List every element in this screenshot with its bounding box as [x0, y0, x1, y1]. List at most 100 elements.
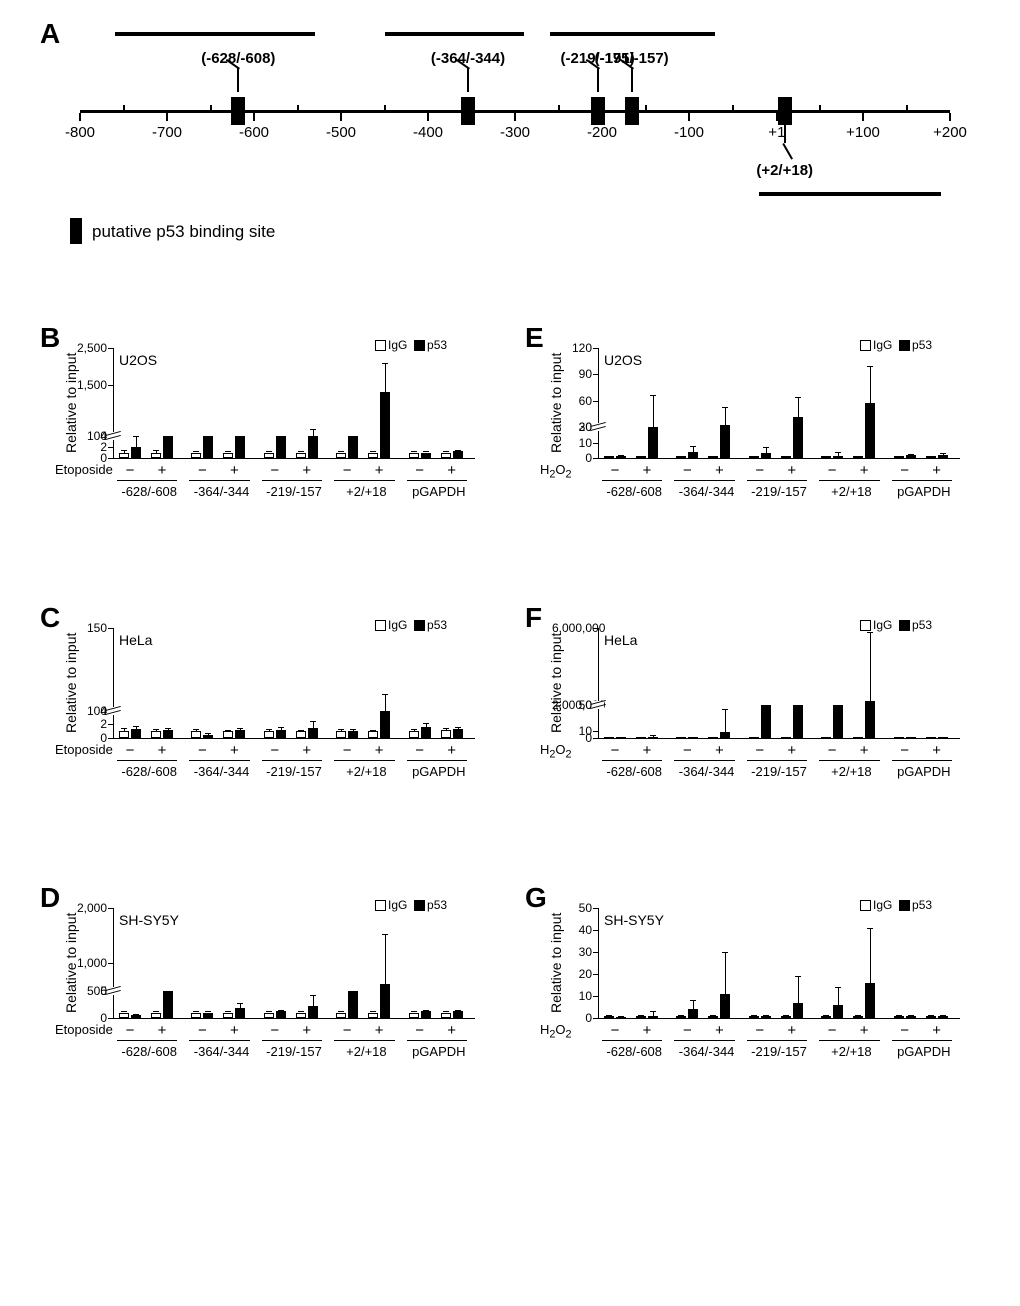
- treatment-sign: +: [712, 462, 726, 479]
- group-underline: [262, 480, 322, 481]
- treatment-sign: +: [445, 462, 459, 479]
- legend-label: IgG: [388, 338, 414, 352]
- group-underline: [117, 1040, 177, 1041]
- group-label: -219/-157: [266, 1044, 322, 1059]
- error-cap: [710, 456, 716, 457]
- treatment-sign: +: [300, 1022, 314, 1039]
- legend-swatch: [860, 340, 871, 351]
- group-label: -219/-157: [751, 764, 807, 779]
- panel-label-a: A: [40, 18, 60, 50]
- y-tick: [108, 908, 113, 909]
- error-cap: [133, 726, 139, 727]
- legend-label: p53: [427, 338, 454, 352]
- group-underline: [602, 480, 662, 481]
- error-cap: [443, 451, 449, 452]
- bar: [453, 451, 463, 458]
- group-label: -364/-344: [194, 764, 250, 779]
- treatment-label: H2O2: [540, 462, 572, 481]
- binding-site-box: [461, 97, 475, 125]
- y-axis-title: Relative to input: [548, 633, 564, 733]
- error-cap: [928, 456, 934, 457]
- bar: [833, 705, 843, 738]
- y-tick-label: 50: [552, 901, 592, 915]
- y-tick-label: 100: [67, 429, 107, 443]
- treatment-sign: −: [825, 742, 839, 759]
- treatment-sign: −: [753, 462, 767, 479]
- amplicon-bar: [759, 192, 942, 196]
- treatment-sign: +: [227, 462, 241, 479]
- treatment-sign: +: [445, 742, 459, 759]
- error-cap: [795, 705, 801, 706]
- error-cap: [237, 1003, 243, 1004]
- bar: [203, 735, 213, 738]
- group-label: -364/-344: [194, 484, 250, 499]
- legend-swatch: [414, 900, 425, 911]
- bar: [235, 1008, 245, 1018]
- site-connector: [631, 68, 633, 92]
- treatment-sign: +: [640, 742, 654, 759]
- error-cap: [310, 995, 316, 996]
- error-cap: [338, 1011, 344, 1012]
- bar: [276, 730, 286, 738]
- axis-minor-tick: [210, 105, 212, 110]
- axis-minor-tick: [645, 105, 647, 110]
- treatment-sign: +: [155, 1022, 169, 1039]
- axis-break: [107, 707, 119, 715]
- legend-swatch: [899, 900, 910, 911]
- x-axis-line: [598, 458, 960, 459]
- group-underline: [674, 480, 734, 481]
- bar: [648, 427, 658, 458]
- chart-panel-g: Relative to inputSH-SY5YIgG p53 01020304…: [540, 890, 970, 1120]
- bar: [421, 453, 431, 459]
- bar: [865, 403, 875, 458]
- treatment-sign: +: [155, 462, 169, 479]
- group-underline: [262, 760, 322, 761]
- error-bar: [313, 721, 314, 728]
- error-cap: [225, 451, 231, 452]
- bar: [441, 453, 451, 459]
- error-bar: [798, 976, 799, 1002]
- error-bar: [798, 397, 799, 416]
- treatment-sign: −: [195, 742, 209, 759]
- bar: [421, 1011, 431, 1018]
- error-cap: [423, 1010, 429, 1011]
- treatment-sign: −: [898, 1022, 912, 1039]
- bar: [865, 983, 875, 1018]
- treatment-sign: +: [372, 462, 386, 479]
- chart-legend: IgG p53: [375, 898, 454, 912]
- treatment-sign: +: [372, 742, 386, 759]
- error-bar: [693, 1000, 694, 1009]
- binding-site-box: [778, 97, 792, 125]
- legend-swatch: [375, 900, 386, 911]
- error-bar: [870, 632, 871, 701]
- y-tick: [108, 738, 113, 739]
- bar: [648, 1016, 658, 1018]
- error-bar: [870, 928, 871, 983]
- bar: [688, 1009, 698, 1018]
- treatment-sign: −: [413, 1022, 427, 1039]
- bar: [276, 1011, 286, 1018]
- bar: [223, 731, 233, 738]
- error-bar: [385, 934, 386, 984]
- error-cap: [298, 1011, 304, 1012]
- error-cap: [823, 1015, 829, 1016]
- bar: [720, 732, 730, 738]
- group-label: +2/+18: [831, 764, 872, 779]
- group-label: -628/-608: [606, 1044, 662, 1059]
- site-connector: [467, 68, 469, 92]
- error-cap: [618, 455, 624, 456]
- error-cap: [153, 729, 159, 730]
- amplicon-bar: [385, 32, 524, 36]
- treatment-label: Etoposide: [55, 1022, 113, 1037]
- group-label: -628/-608: [121, 1044, 177, 1059]
- error-bar: [313, 995, 314, 1006]
- error-cap: [133, 1014, 139, 1015]
- y-tick: [108, 1018, 113, 1019]
- site-connector: [597, 68, 599, 92]
- axis-minor-tick: [558, 105, 560, 110]
- group-underline: [334, 1040, 394, 1041]
- treatment-sign: +: [785, 462, 799, 479]
- treatment-sign: −: [753, 742, 767, 759]
- error-cap: [835, 987, 841, 988]
- bar: [380, 984, 390, 1018]
